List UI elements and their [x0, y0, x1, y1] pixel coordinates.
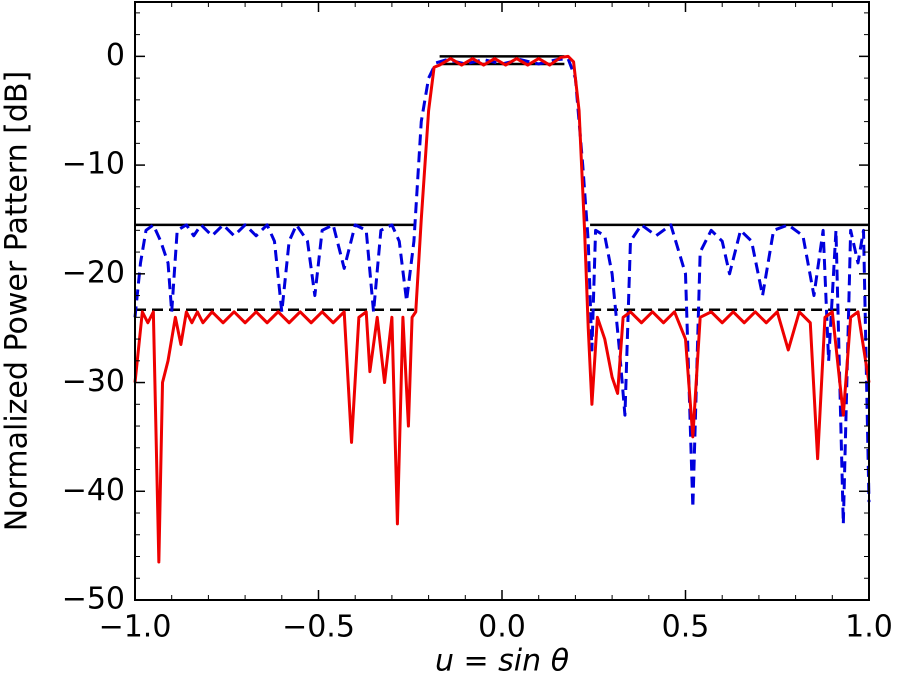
x-axis-label: u = sin θ	[435, 644, 569, 679]
y-tick-label: −50	[62, 582, 125, 617]
x-tick-label: −0.5	[282, 610, 355, 645]
y-tick-label: −30	[62, 364, 125, 399]
x-tick-label: −1.0	[99, 610, 172, 645]
y-tick-label: 0	[106, 38, 125, 73]
y-axis-label: Normalized Power Pattern [dB]	[0, 71, 35, 531]
y-tick-label: −10	[62, 147, 125, 182]
x-tick-label: 0.5	[662, 610, 710, 645]
series-line	[133, 57, 871, 526]
plot-frame	[134, 1, 870, 601]
x-tick-label: 0.0	[478, 610, 526, 645]
y-tick-label: −20	[62, 255, 125, 290]
x-tick-label: 1.0	[845, 610, 893, 645]
y-tick-label: −40	[62, 473, 125, 508]
series-line	[133, 54, 871, 564]
